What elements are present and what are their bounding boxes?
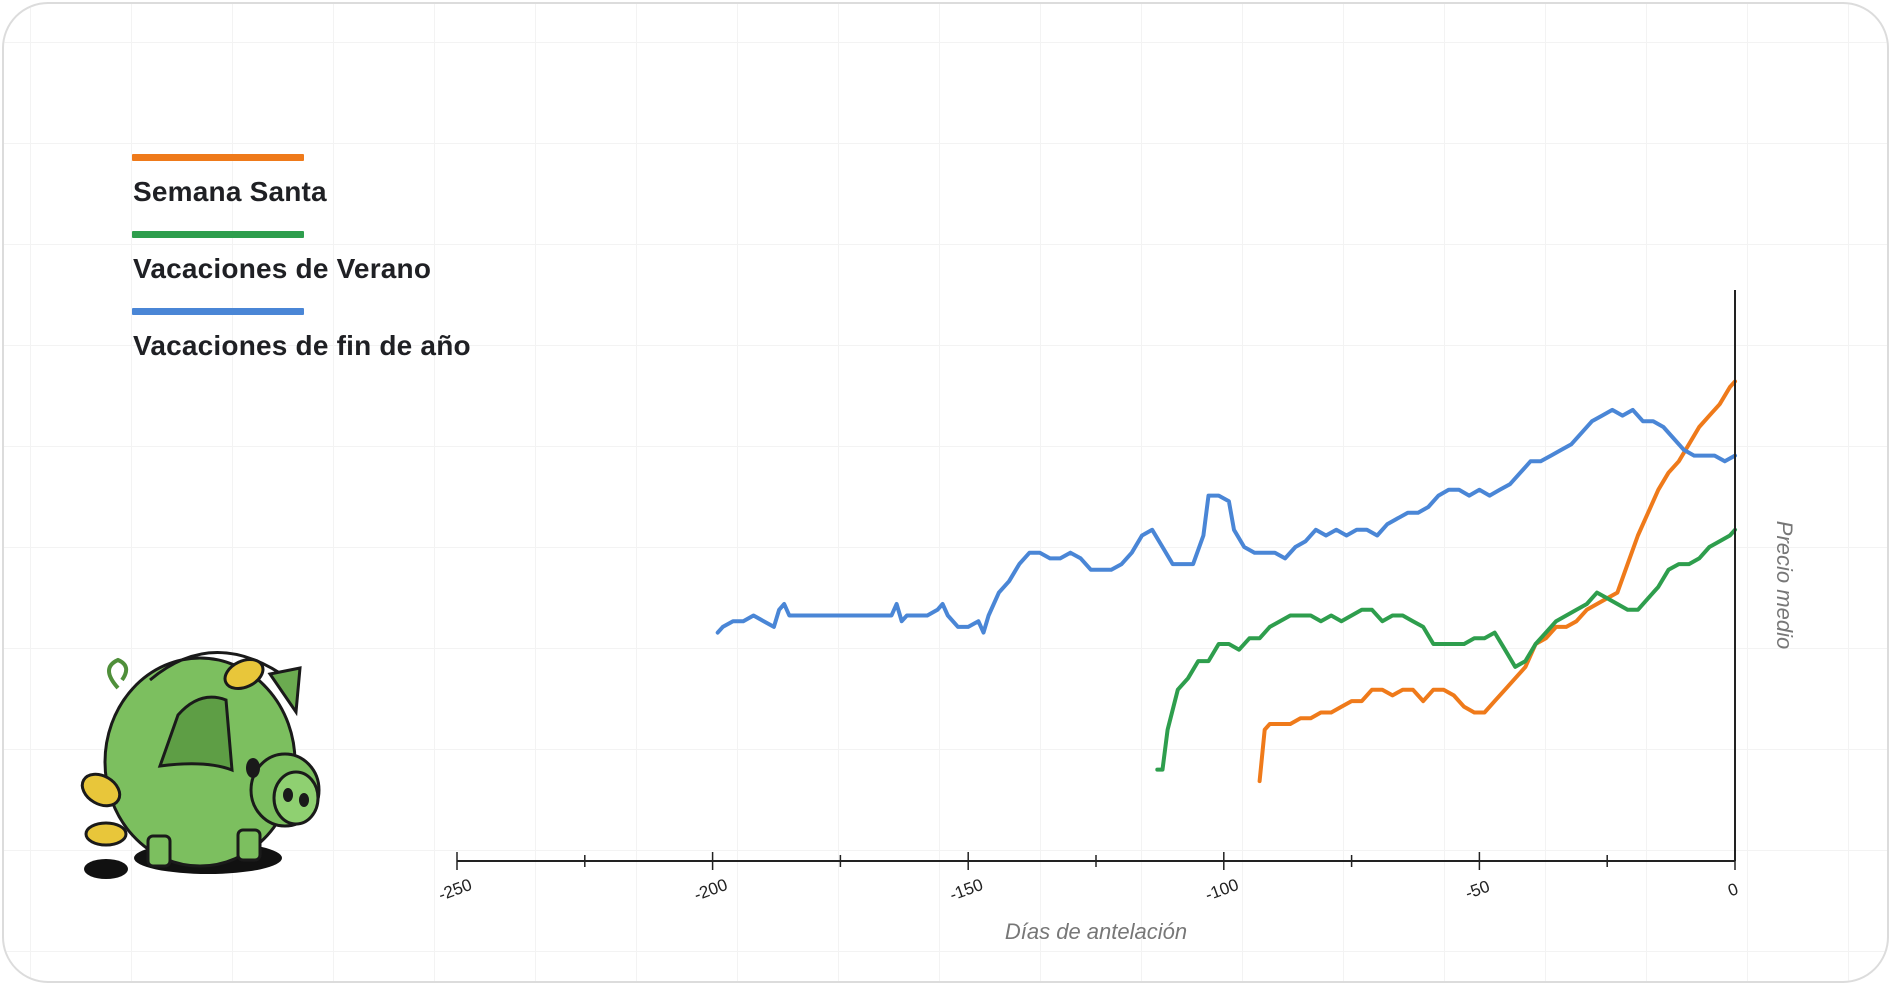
x-tick-label: -100 bbox=[1203, 875, 1241, 904]
legend-label-semana-santa: Semana Santa bbox=[133, 176, 327, 207]
legend-item-vacaciones-verano: Vacaciones de Verano bbox=[132, 231, 552, 308]
series-line-2 bbox=[715, 407, 1737, 635]
x-tick-label: -50 bbox=[1463, 877, 1493, 903]
legend-swatch-semana-santa bbox=[132, 154, 304, 161]
x-tick-label: -250 bbox=[436, 875, 474, 904]
y-axis-title: Precio medio bbox=[1772, 521, 1797, 649]
axes: -250 -200 -150 -100 -50 0 Días de antelación Pr… bbox=[436, 290, 1797, 944]
legend-item-vacaciones-fin-de-ano: Vacaciones de fin de año bbox=[132, 308, 552, 385]
piggy-bank-illustration bbox=[80, 651, 321, 879]
background-grid bbox=[4, 4, 1887, 981]
legend-swatch-vacaciones-verano bbox=[132, 231, 304, 238]
series-layer bbox=[715, 379, 1737, 784]
legend-swatch-vacaciones-fin-de-ano bbox=[132, 308, 304, 315]
x-tick-label: 0 bbox=[1725, 879, 1740, 900]
x-tick-label: -200 bbox=[691, 875, 729, 904]
x-axis-title: Días de antelación bbox=[1005, 919, 1187, 944]
legend-label-vacaciones-verano: Vacaciones de Verano bbox=[133, 253, 432, 284]
legend-label-vacaciones-fin-de-ano: Vacaciones de fin de año bbox=[133, 330, 471, 361]
series-line-0 bbox=[1257, 379, 1737, 784]
legend: Semana Santa Vacaciones de Verano Vacaci… bbox=[132, 154, 552, 385]
legend-item-semana-santa: Semana Santa bbox=[132, 154, 552, 231]
x-tick-label: -150 bbox=[947, 875, 985, 904]
series-line-1 bbox=[1155, 527, 1737, 772]
